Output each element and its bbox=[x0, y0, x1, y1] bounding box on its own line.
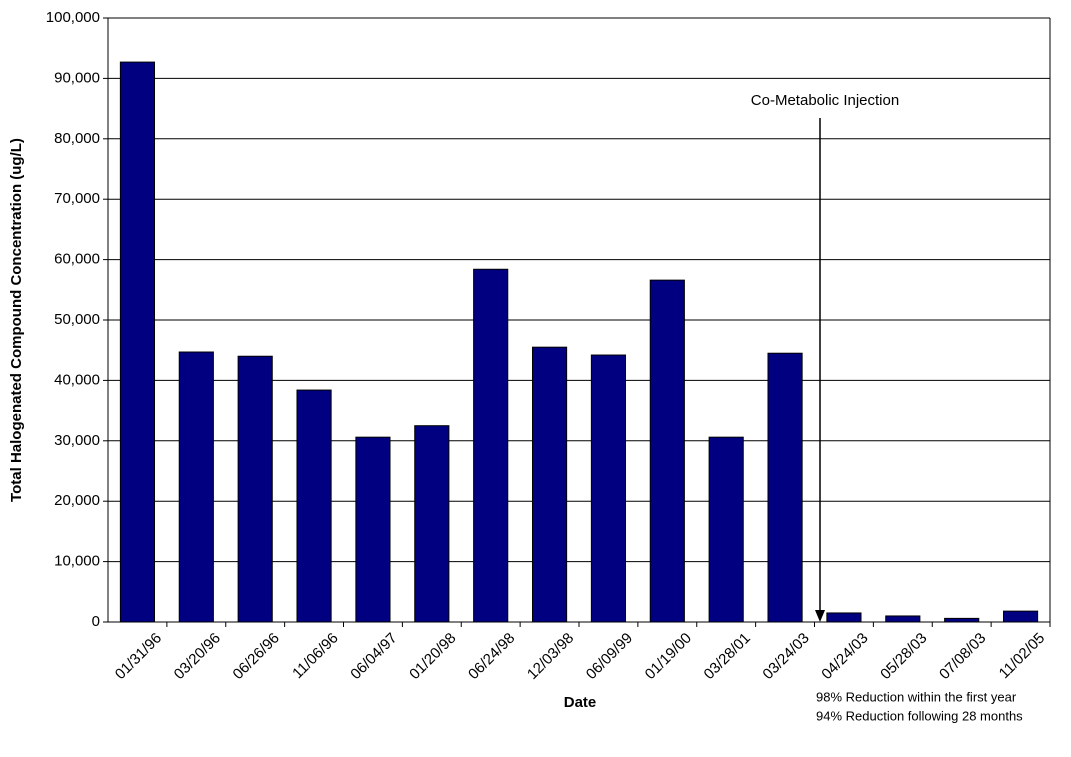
x-tick-label: 06/04/97 bbox=[347, 630, 400, 683]
y-axis-label: Total Halogenated Compound Concentration… bbox=[8, 138, 25, 502]
bar bbox=[649, 279, 685, 623]
x-tick-label: 03/28/01 bbox=[701, 630, 754, 683]
x-tick-label: 06/24/98 bbox=[465, 630, 518, 683]
x-tick-label: 11/06/96 bbox=[289, 630, 342, 683]
y-tick-label: 30,000 bbox=[54, 432, 100, 449]
note: 94% Reduction following 28 months bbox=[816, 708, 1023, 723]
y-tick-label: 60,000 bbox=[54, 251, 100, 268]
y-tick-label: 90,000 bbox=[54, 69, 100, 86]
bar bbox=[119, 61, 156, 623]
bar bbox=[708, 436, 744, 623]
note: 98% Reduction within the first year bbox=[816, 689, 1017, 704]
x-tick-label: 06/26/96 bbox=[230, 630, 283, 683]
y-tick-label: 20,000 bbox=[54, 492, 100, 509]
bar bbox=[355, 436, 391, 623]
bar bbox=[473, 268, 509, 623]
y-tick-label: 0 bbox=[92, 613, 100, 630]
bar bbox=[590, 354, 627, 623]
x-tick-label: 11/02/05 bbox=[996, 630, 1049, 683]
y-tick-label: 10,000 bbox=[54, 553, 100, 570]
bar bbox=[178, 351, 214, 623]
x-tick-label: 01/20/98 bbox=[406, 630, 459, 683]
x-tick-label: 03/20/96 bbox=[171, 630, 224, 683]
x-tick-label: 01/31/96 bbox=[112, 630, 165, 683]
bar bbox=[531, 346, 568, 623]
bar bbox=[1002, 610, 1039, 623]
bar bbox=[767, 352, 803, 623]
bar bbox=[414, 425, 450, 623]
annotation: Co-Metabolic Injection bbox=[751, 92, 899, 109]
x-tick-label: 07/08/03 bbox=[936, 630, 989, 683]
x-tick-label: 03/24/03 bbox=[759, 630, 812, 683]
arrow-head bbox=[815, 610, 825, 622]
y-tick-label: 50,000 bbox=[54, 311, 100, 328]
x-tick-label: 05/28/03 bbox=[877, 630, 930, 683]
x-tick-label: 01/19/00 bbox=[642, 630, 695, 683]
bar bbox=[826, 612, 862, 623]
bar bbox=[296, 389, 332, 623]
y-tick-label: 80,000 bbox=[54, 130, 100, 147]
x-tick-label: 12/03/98 bbox=[524, 630, 577, 683]
bar bbox=[885, 615, 921, 623]
y-tick-label: 70,000 bbox=[54, 190, 100, 207]
x-axis-label: Date bbox=[564, 694, 597, 711]
bar bbox=[237, 355, 273, 623]
x-tick-label: 06/09/99 bbox=[583, 630, 636, 683]
x-tick-label: 04/24/03 bbox=[818, 630, 871, 683]
y-tick-label: 100,000 bbox=[46, 9, 100, 26]
bar bbox=[944, 617, 980, 623]
y-tick-label: 40,000 bbox=[54, 371, 100, 388]
